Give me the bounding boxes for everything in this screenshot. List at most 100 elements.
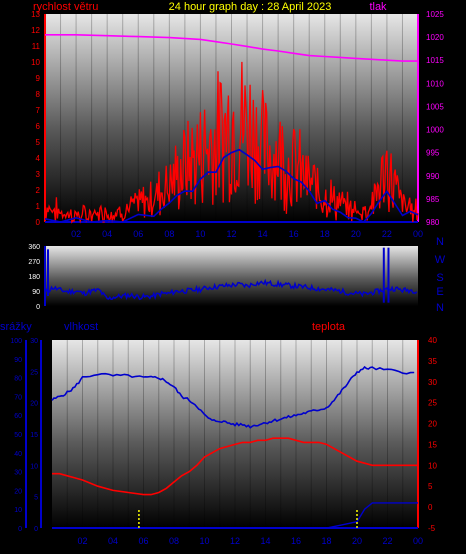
pressure-tick-label: 1025 — [426, 10, 444, 19]
wind-average-line — [44, 148, 419, 223]
rain-tick-label: 70 — [14, 394, 22, 401]
temperature-tick-label: 20 — [428, 420, 437, 429]
rain-tick-label: 10 — [14, 507, 22, 514]
direction-plot-area — [45, 246, 418, 306]
bottom-x-tick-label: 02 — [77, 536, 87, 546]
wind-tick-label: 10 — [31, 58, 40, 67]
humidity-tick-label: 5 — [34, 495, 38, 502]
top-x-tick-label: 06 — [133, 229, 143, 239]
compass-label-e: E — [436, 286, 443, 298]
pressure-tick-label: 1020 — [426, 33, 444, 42]
direction-tick-label: 180 — [28, 274, 40, 281]
rain-tick-label: 40 — [14, 451, 22, 458]
wind-tick-label: 9 — [36, 74, 41, 83]
wind-direction-line — [44, 278, 418, 301]
bottom-x-tick-label: 06 — [138, 536, 148, 546]
humidity-tick-label: 30 — [30, 338, 38, 345]
bottom-x-tick-label: 16 — [291, 536, 301, 546]
temperature-tick-label: 0 — [428, 503, 433, 512]
temperature-tick-label: -5 — [428, 524, 436, 533]
wind-tick-label: 1 — [36, 202, 41, 211]
rain-axis-label: srážky — [0, 321, 32, 333]
pressure-tick-label: 980 — [426, 218, 440, 227]
temperature-tick-label: 10 — [428, 461, 437, 470]
humidity-tick-label: 15 — [30, 432, 38, 439]
top-x-tick-label: 22 — [382, 229, 392, 239]
compass-label-n: N — [436, 236, 444, 248]
rain-tick-label: 30 — [14, 470, 22, 477]
compass-label-s: S — [436, 272, 443, 284]
humidity-axis-label: vlhkost — [64, 321, 98, 333]
rain-line — [52, 502, 418, 529]
humidity-line — [51, 365, 415, 429]
wind-tick-label: 12 — [31, 26, 40, 35]
pressure-tick-label: 985 — [426, 195, 440, 204]
humidity-tick-label: 20 — [30, 401, 38, 408]
pressure-tick-label: 990 — [426, 172, 440, 181]
top-x-tick-label: 02 — [71, 229, 81, 239]
wind-gust-line — [44, 61, 419, 224]
pressure-tick-label: 1000 — [426, 126, 444, 135]
top-x-tick-label: 00 — [413, 229, 423, 239]
pressure-tick-label: 1005 — [426, 102, 444, 111]
humidity-tick-label: 10 — [30, 463, 38, 470]
temperature-tick-label: 30 — [428, 378, 437, 387]
wind-axis-label: rychlost větru — [33, 1, 98, 13]
humidity-tick-label: 25 — [30, 369, 38, 376]
rain-tick-label: 20 — [14, 488, 22, 495]
wind-tick-label: 7 — [36, 106, 41, 115]
top-x-tick-label: 10 — [195, 229, 205, 239]
rain-tick-label: 90 — [14, 357, 22, 364]
bottom-x-tick-label: 14 — [260, 536, 270, 546]
rain-tick-label: 80 — [14, 376, 22, 383]
wind-tick-label: 13 — [31, 10, 40, 19]
bottom-x-tick-label: 10 — [199, 536, 209, 546]
direction-tick-label: 270 — [28, 259, 40, 266]
bottom-x-tick-label: 18 — [321, 536, 331, 546]
wind-tick-label: 0 — [36, 218, 41, 227]
bottom-x-tick-label: 04 — [108, 536, 118, 546]
temperature-tick-label: 25 — [428, 399, 437, 408]
direction-tick-label: 90 — [32, 289, 40, 296]
rain-tick-label: 100 — [10, 338, 22, 345]
direction-tick-label: 360 — [28, 244, 40, 251]
wind-tick-label: 3 — [36, 170, 41, 179]
pressure-axis-label: tlak — [369, 1, 387, 13]
bottom-x-tick-label: 20 — [352, 536, 362, 546]
bottom-x-tick-label: 22 — [382, 536, 392, 546]
temperature-tick-label: 5 — [428, 482, 433, 491]
rain-tick-label: 0 — [18, 526, 22, 533]
chart-title: 24 hour graph day : 28 April 2023 — [169, 1, 332, 13]
wind-tick-label: 11 — [32, 42, 41, 51]
direction-tick-label: 0 — [36, 304, 40, 311]
pressure-tick-label: 1015 — [426, 56, 444, 65]
rain-tick-label: 60 — [14, 413, 22, 420]
top-x-tick-label: 08 — [164, 229, 174, 239]
top-x-tick-label: 14 — [258, 229, 268, 239]
rain-tick-label: 50 — [14, 432, 22, 439]
wind-tick-label: 8 — [36, 90, 41, 99]
top-x-tick-label: 04 — [102, 229, 112, 239]
top-x-tick-label: 20 — [351, 229, 361, 239]
temperature-axis-label: teplota — [312, 321, 346, 333]
temperature-line — [52, 437, 418, 496]
wind-tick-label: 6 — [36, 122, 41, 131]
wind-tick-label: 5 — [36, 138, 41, 147]
bottom-x-tick-label: 00 — [413, 536, 423, 546]
wind-tick-label: 2 — [36, 186, 41, 195]
temperature-tick-label: 15 — [428, 440, 437, 449]
humidity-tick-label: 0 — [34, 526, 38, 533]
temperature-tick-label: 40 — [428, 336, 437, 345]
compass-label-n: N — [436, 302, 444, 314]
pressure-tick-label: 1010 — [426, 79, 444, 88]
top-x-tick-label: 18 — [320, 229, 330, 239]
pressure-tick-label: 995 — [426, 149, 440, 158]
wind-tick-label: 4 — [36, 154, 41, 163]
pressure-line — [45, 33, 418, 62]
compass-label-w: W — [435, 254, 446, 266]
top-x-tick-label: 16 — [289, 229, 299, 239]
bottom-x-tick-label: 08 — [169, 536, 179, 546]
temperature-tick-label: 35 — [428, 357, 437, 366]
